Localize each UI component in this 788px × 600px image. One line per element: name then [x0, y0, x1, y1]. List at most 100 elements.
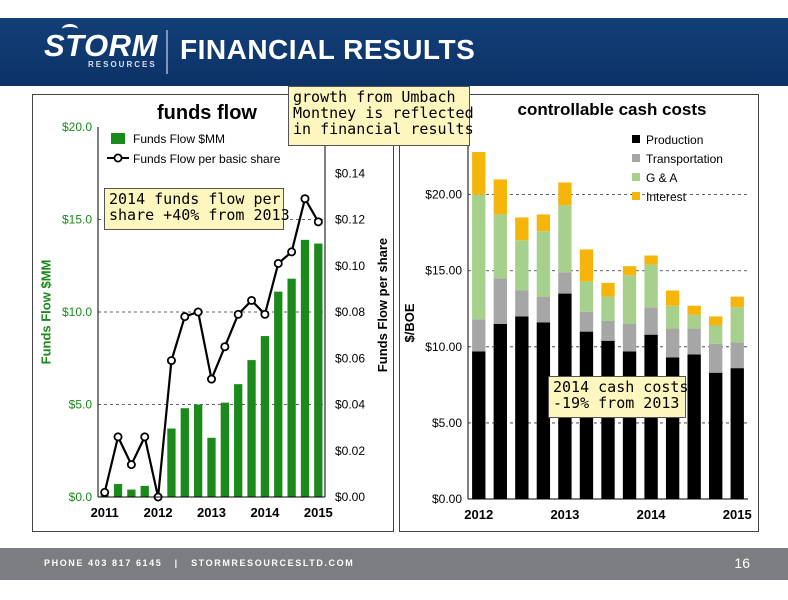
funds-flow-note: 2014 funds flow per share +40% from 2013: [104, 188, 290, 230]
cost-bar-segment: [687, 305, 701, 315]
per-share-point: [287, 247, 297, 257]
funds-flow-bar: [140, 485, 149, 497]
cost-bar-segment: [730, 296, 744, 308]
right-tick-label: $0.14: [335, 166, 365, 180]
legend-label: Funds Flow $MM: [133, 132, 225, 146]
funds-flow-bar: [194, 404, 203, 497]
cost-bar-segment: [687, 354, 701, 499]
funds-flow-bar: [274, 291, 283, 497]
cost-bar-segment: [558, 182, 572, 206]
funds-flow-bar: [220, 402, 229, 497]
chart-title: controllable cash costs: [518, 100, 707, 119]
per-share-point: [220, 342, 230, 352]
cost-bar-segment: [515, 217, 529, 241]
per-share-point: [166, 356, 176, 366]
cost-bar-segment: [601, 340, 615, 499]
cost-bar-segment: [665, 305, 680, 329]
left-tick-label: $5.0: [69, 398, 93, 412]
funds-flow-bar: [234, 384, 243, 497]
per-share-point: [247, 295, 257, 305]
right-tick-label: $0.08: [335, 305, 365, 319]
left-tick-label: $20.00: [425, 188, 462, 202]
cost-bar-segment: [579, 311, 594, 332]
cost-bar-segment: [515, 316, 529, 499]
per-share-point: [206, 374, 216, 384]
x-tick-label: 2014: [250, 505, 280, 520]
right-axis-title: Funds Flow per share: [375, 238, 390, 372]
cost-bar-segment: [665, 328, 680, 358]
left-tick-label: $10.00: [425, 340, 462, 354]
per-share-point: [180, 312, 190, 322]
left-tick-label: $10.0: [62, 305, 92, 319]
cost-bar-segment: [709, 343, 723, 373]
cash-costs-chart: controllable cash costs $0.00 $5.00 $10.00 $…: [402, 100, 752, 522]
per-share-point: [126, 460, 136, 470]
x-tick-label: 2012: [464, 507, 493, 522]
cost-bar-segment: [493, 278, 507, 324]
cost-bar-segment: [536, 296, 551, 323]
funds-flow-bar: [113, 484, 123, 497]
legend-label: Interest: [646, 190, 687, 204]
funds-flow-chart: funds flow $0.0 $5.0 $10.0 $15.0 $20.0 $0.00 $0…: [39, 102, 390, 520]
legend-swatch: [632, 173, 640, 181]
per-share-point: [140, 432, 150, 442]
x-tick-label: 2011: [91, 505, 119, 520]
funds-flow-bar: [207, 437, 216, 497]
umbach-note: growth from Umbach Montney is reflected …: [288, 86, 474, 146]
left-axis-title: Funds Flow $MM: [39, 260, 54, 365]
legend-label: Production: [646, 133, 703, 147]
cost-bar-segment: [601, 320, 615, 341]
funds-flow-bar: [314, 243, 323, 497]
cost-bar-segment: [709, 316, 723, 326]
footer-bar: PHONE 403 817 6145 | STORMRESOURCESLTD.C…: [0, 548, 788, 580]
cost-bar-segment: [472, 319, 486, 352]
cost-bar-segment: [730, 342, 744, 369]
storm-logo: STORM RESOURCES: [44, 24, 162, 76]
cost-bar-segment: [665, 290, 680, 306]
per-share-point: [313, 217, 323, 227]
page-title: FINANCIAL RESULTS: [180, 34, 476, 65]
legend-label: G & A: [646, 171, 677, 185]
legend-label: Funds Flow per basic share: [133, 152, 281, 166]
cost-bar-segment: [622, 275, 637, 324]
cost-bar-segment: [536, 214, 551, 232]
cost-bar-segment: [536, 322, 551, 499]
cost-bar-segment: [579, 281, 594, 312]
left-tick-label: $15.00: [425, 264, 462, 278]
x-tick-label: 2013: [550, 507, 579, 522]
cost-bar-segment: [472, 194, 486, 320]
funds-flow-bar: [180, 408, 189, 497]
logo-arc-icon: [62, 24, 78, 34]
cost-bar-segment: [601, 296, 615, 321]
per-share-point: [273, 258, 283, 268]
right-tick-label: $0.12: [335, 213, 365, 227]
cost-bar-segment: [644, 307, 658, 335]
cost-bar-segment: [709, 325, 723, 344]
left-tick-label: $20.0: [62, 120, 92, 134]
left-tick-label: $15.0: [62, 213, 92, 227]
funds-flow-bar: [127, 489, 136, 497]
cost-bar-segment: [515, 240, 529, 291]
funds-flow-bar: [260, 336, 270, 497]
x-tick-label: 2014: [637, 507, 667, 522]
cost-bar-segment: [644, 264, 658, 308]
per-share-point: [233, 309, 243, 319]
cost-bar-segment: [622, 266, 637, 276]
left-axis-title: $/BOE: [402, 303, 417, 342]
x-tick-label: 2015: [723, 507, 752, 522]
legend-swatch: [632, 192, 640, 200]
funds-flow-bar: [167, 428, 176, 497]
right-tick-label: $0.02: [335, 444, 365, 458]
cost-bar-segment: [515, 290, 529, 317]
page-number: 16: [734, 555, 750, 571]
cost-bar-segment: [730, 368, 744, 499]
funds-flow-bar: [247, 360, 256, 497]
cost-bar-segment: [536, 231, 551, 297]
cost-bar-segment: [687, 328, 701, 355]
legend-swatch: [632, 154, 640, 162]
legend-swatch: [632, 135, 640, 143]
per-share-point: [260, 309, 270, 319]
x-tick-label: 2012: [144, 505, 173, 520]
right-tick-label: $0.00: [335, 490, 365, 504]
cash-costs-note: 2014 cash costs -19% from 2013: [548, 376, 688, 418]
